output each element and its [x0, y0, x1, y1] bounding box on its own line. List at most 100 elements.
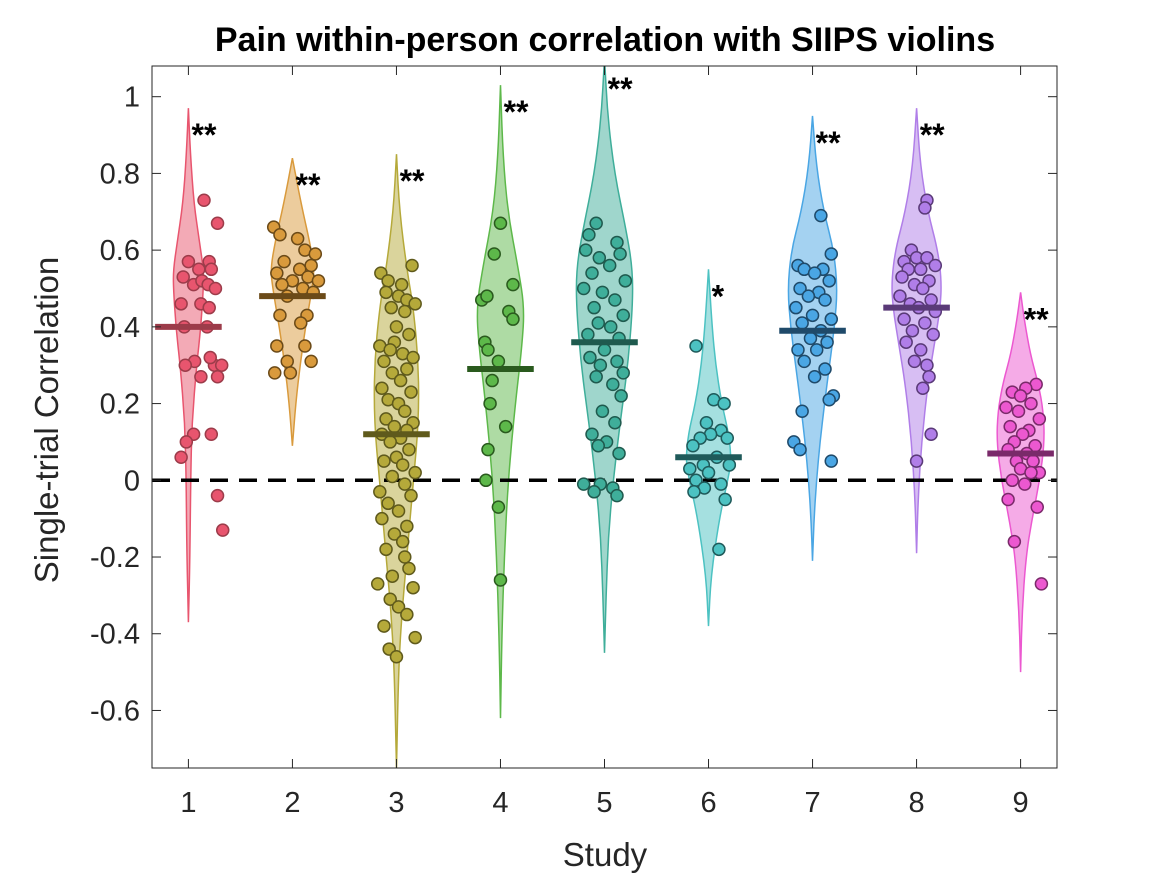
- y-tick-label: -0.4: [90, 619, 140, 651]
- data-point-study-6: [689, 339, 703, 353]
- data-point-study-5: [614, 389, 628, 403]
- data-point-study-3: [395, 458, 410, 472]
- significance-label-study-8: **: [920, 117, 945, 153]
- data-point-study-8: [916, 381, 930, 395]
- data-point-study-3: [385, 366, 400, 380]
- significance-label-study-9: **: [1024, 301, 1049, 337]
- data-point-study-7: [818, 293, 832, 307]
- data-point-study-3: [377, 454, 391, 468]
- data-point-study-5: [585, 266, 599, 280]
- data-point-study-2: [308, 247, 323, 261]
- data-point-study-3: [379, 542, 393, 557]
- data-point-study-2: [283, 366, 298, 380]
- data-point-study-3: [379, 412, 393, 426]
- data-point-study-9: [1032, 412, 1047, 426]
- data-point-study-7: [820, 335, 834, 349]
- data-point-study-5: [612, 446, 626, 461]
- data-point-study-7: [809, 343, 824, 357]
- data-point-study-5: [579, 243, 593, 257]
- data-point-study-1: [210, 488, 225, 503]
- data-point-study-3: [398, 550, 412, 564]
- data-point-study-1: [176, 270, 190, 284]
- data-point-study-5: [593, 358, 608, 372]
- data-point-study-2: [270, 339, 284, 353]
- data-point-study-3: [395, 534, 410, 549]
- data-point-study-1: [204, 427, 219, 442]
- data-point-study-3: [400, 607, 414, 622]
- y-tick-label: 0.6: [100, 235, 140, 267]
- data-point-study-7: [822, 274, 836, 288]
- data-point-study-7: [803, 331, 818, 346]
- violin-study-4: [476, 85, 525, 719]
- data-point-study-5: [589, 369, 603, 384]
- data-point-study-9: [1026, 454, 1040, 468]
- data-point-study-2: [273, 228, 287, 242]
- data-point-study-3: [398, 304, 412, 319]
- data-point-study-1: [194, 369, 208, 384]
- data-point-study-9: [1013, 389, 1028, 403]
- data-point-study-3: [404, 385, 418, 399]
- data-point-study-5: [576, 281, 591, 296]
- data-point-study-7: [789, 300, 803, 315]
- data-point-study-3: [383, 343, 397, 357]
- x-tick-label: 9: [1013, 787, 1029, 819]
- significance-label-study-1: **: [192, 117, 217, 153]
- data-point-study-4: [487, 247, 501, 261]
- data-point-study-6: [712, 542, 726, 557]
- chart-title: Pain within-person correlation with SIIP…: [215, 21, 995, 59]
- data-point-study-9: [1030, 500, 1044, 514]
- data-point-study-8: [928, 258, 943, 273]
- data-point-study-5: [587, 485, 601, 499]
- plot-area: **** ********* ****-0.6-0.4-0.200.20.40.60…: [90, 65, 1058, 819]
- data-point-study-5: [597, 343, 612, 357]
- data-point-study-7: [822, 392, 836, 407]
- data-point-study-8: [924, 293, 938, 307]
- data-point-study-1: [203, 350, 218, 365]
- data-point-study-5: [610, 488, 624, 503]
- data-point-study-4: [493, 573, 508, 587]
- data-point-study-4: [493, 216, 508, 231]
- y-tick-label: 0.2: [100, 389, 140, 421]
- data-point-study-6: [701, 465, 716, 480]
- data-point-study-8: [916, 281, 930, 296]
- data-point-study-8: [905, 323, 920, 338]
- data-point-study-3: [377, 619, 391, 633]
- data-point-study-2: [292, 262, 307, 277]
- data-point-study-1: [174, 450, 188, 465]
- data-point-study-3: [391, 600, 406, 614]
- data-point-study-7: [795, 404, 809, 418]
- data-point-study-3: [400, 362, 414, 376]
- data-point-study-3: [383, 592, 397, 606]
- significance-label-study-6: *: [712, 278, 725, 314]
- data-point-study-3: [408, 630, 422, 645]
- data-point-study-1: [197, 193, 211, 208]
- data-point-study-1: [204, 262, 219, 277]
- data-point-study-9: [1007, 534, 1022, 549]
- data-point-study-5: [583, 350, 597, 365]
- data-point-study-2: [270, 266, 284, 280]
- data-point-study-3: [385, 569, 400, 583]
- x-tick-label: 3: [388, 787, 404, 819]
- y-tick-label: 0.8: [100, 158, 140, 190]
- data-point-study-2: [273, 308, 287, 323]
- x-tick-label: 7: [804, 787, 820, 819]
- x-tick-label: 6: [700, 787, 716, 819]
- data-point-study-4: [506, 277, 520, 292]
- data-point-study-8: [907, 354, 922, 369]
- data-point-study-7: [795, 316, 809, 330]
- x-tick-label: 5: [596, 787, 612, 819]
- data-point-study-6: [699, 416, 714, 430]
- data-point-study-5: [595, 285, 610, 300]
- data-point-study-1: [179, 435, 194, 449]
- data-point-study-3: [381, 496, 395, 511]
- data-point-study-3: [406, 350, 420, 365]
- data-point-study-8: [922, 369, 936, 384]
- significance-label-study-3: **: [400, 163, 425, 199]
- data-point-study-1: [202, 300, 216, 315]
- data-point-study-8: [920, 251, 934, 265]
- data-point-study-3: [373, 485, 387, 499]
- data-point-study-3: [394, 277, 409, 292]
- data-point-study-7: [824, 312, 839, 326]
- data-point-study-3: [398, 404, 412, 418]
